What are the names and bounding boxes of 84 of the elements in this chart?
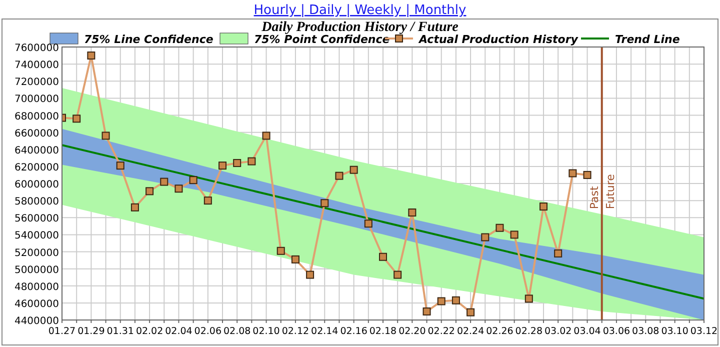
point xyxy=(466,308,475,316)
point xyxy=(306,270,314,279)
point xyxy=(437,297,446,306)
y-tick-label: 5600000 xyxy=(14,214,59,225)
y-tick-label: 7400000 xyxy=(14,60,59,72)
y-tick-label: 4400000 xyxy=(14,316,59,327)
point xyxy=(568,169,577,178)
point xyxy=(204,196,212,205)
x-tick-label: 02.28 xyxy=(515,326,543,337)
y-tick-label: 7600000 xyxy=(14,43,59,54)
legend-label: 75% Line Confidence xyxy=(84,33,214,46)
point xyxy=(335,172,344,180)
point xyxy=(554,249,562,258)
point xyxy=(350,166,358,174)
point xyxy=(189,176,198,184)
y-tick-label: 7000000 xyxy=(14,94,59,106)
point xyxy=(248,157,256,166)
legend-label: Trend Line xyxy=(615,33,680,46)
chart-title: Daily Production History / Future xyxy=(260,20,458,35)
point xyxy=(320,199,329,208)
y-tick-label: 4800000 xyxy=(14,282,59,293)
point xyxy=(87,52,96,60)
x-tick-label: 01.29 xyxy=(78,326,105,337)
y-tick-label: 4600000 xyxy=(14,298,59,310)
annotation: Past xyxy=(588,185,601,210)
x-tick-label: 02.24 xyxy=(456,326,484,337)
point xyxy=(540,202,548,211)
ref-line-label: Future xyxy=(604,174,617,210)
x-tick-label: 02.26 xyxy=(486,326,514,337)
x-tick-label: 02.04 xyxy=(165,326,192,337)
y-tick-label: 5200000 xyxy=(14,248,59,259)
point xyxy=(130,203,139,212)
point xyxy=(510,230,518,239)
x-tick-label: 03.02 xyxy=(544,326,572,337)
point xyxy=(408,208,416,217)
y-tick-label: 6200000 xyxy=(14,162,59,174)
x-tick-label: 02.06 xyxy=(194,326,222,337)
point xyxy=(116,162,124,170)
x-tick-label: 03.12 xyxy=(690,326,718,337)
point xyxy=(291,255,300,264)
legend-label: 75% Point Confidence xyxy=(254,33,390,46)
x-tick-label: 02.14 xyxy=(311,326,338,337)
point xyxy=(102,132,110,140)
point xyxy=(364,220,372,228)
point xyxy=(233,159,242,168)
y-tick-label: 6400000 xyxy=(14,145,59,156)
text: Hourly | Daily | Weekly | Monthly xyxy=(254,3,467,18)
point xyxy=(72,114,81,123)
point xyxy=(452,296,460,304)
y-tick-label: 6600000 xyxy=(14,128,59,140)
x-tick-label: 02.08 xyxy=(223,326,251,337)
y-tick-label: 5800000 xyxy=(14,196,59,208)
x-tick-label: 02.18 xyxy=(369,326,397,337)
point xyxy=(276,246,285,255)
point xyxy=(218,162,226,170)
x-tick-label: 02.20 xyxy=(398,326,426,337)
point xyxy=(394,270,402,279)
y-tick-label: 7200000 xyxy=(14,77,59,88)
point xyxy=(160,178,168,186)
x-tick-label: 02.12 xyxy=(282,326,310,337)
point xyxy=(146,187,154,196)
x-tick-label: 01.27 xyxy=(48,326,76,337)
x-tick-label: 02.22 xyxy=(428,326,455,337)
x-tick-label: 03.10 xyxy=(661,326,688,337)
point xyxy=(379,252,387,261)
x-tick-label: 02.02 xyxy=(136,326,164,337)
x-tick-label: 03.06 xyxy=(602,326,630,337)
legend-label: Actual Production History xyxy=(418,33,579,46)
point xyxy=(481,233,490,242)
y-tick-label: 5000000 xyxy=(14,264,59,276)
x-tick-label: 03.04 xyxy=(574,326,601,337)
point xyxy=(262,132,270,140)
y-tick-label: 6800000 xyxy=(14,111,59,122)
x-tick-label: 02.10 xyxy=(252,326,280,337)
point xyxy=(583,170,592,179)
y-tick-label: 6000000 xyxy=(14,180,59,190)
x-tick-label: 03.08 xyxy=(632,326,660,337)
point xyxy=(174,184,183,193)
y-tick-label: 5400000 xyxy=(14,230,59,242)
point xyxy=(496,224,504,232)
x-tick-label: 02.16 xyxy=(340,326,368,337)
point xyxy=(524,294,533,303)
point xyxy=(422,307,431,316)
x-tick-label: 01.31 xyxy=(106,326,134,337)
